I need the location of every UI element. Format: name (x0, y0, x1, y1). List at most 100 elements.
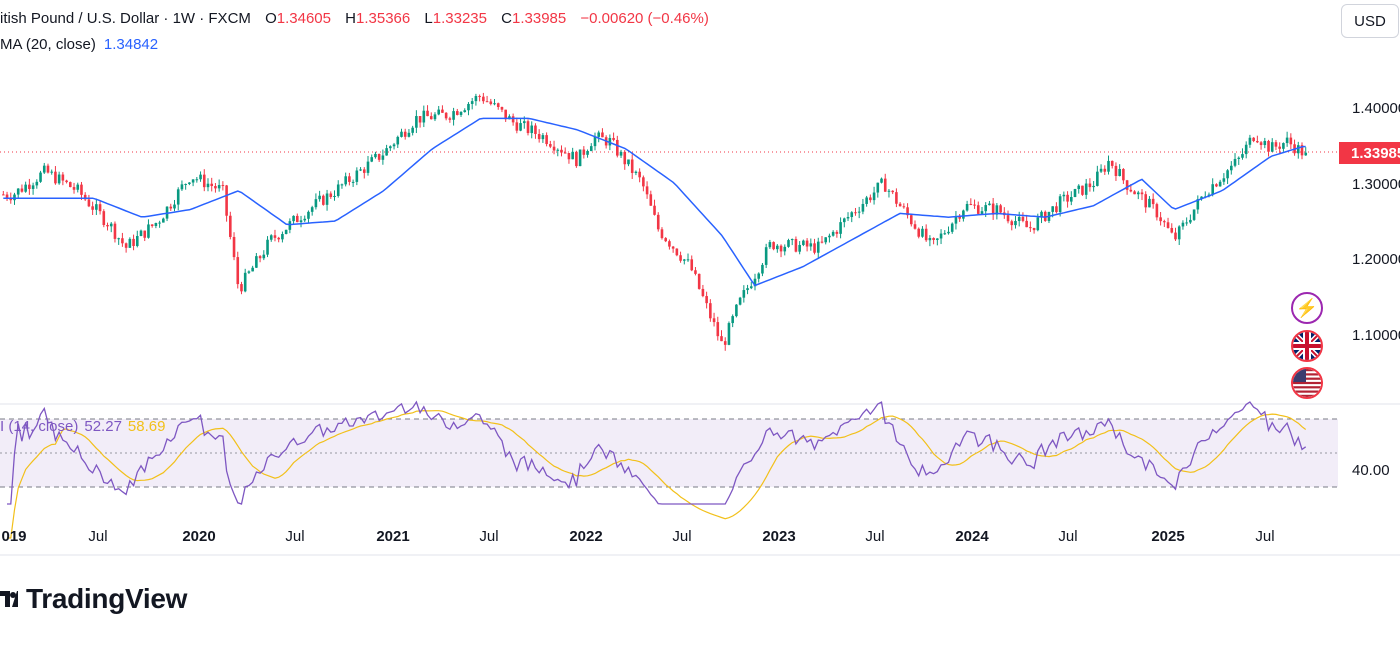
rsi-legend[interactable]: I (14, close) 52.27 58.69 (0, 418, 165, 435)
candle (1252, 137, 1255, 143)
candle (526, 119, 530, 136)
candle (779, 244, 783, 258)
candle (586, 149, 589, 158)
candle (738, 296, 742, 306)
candle (411, 125, 414, 136)
candle (102, 209, 106, 228)
candle (1181, 220, 1185, 230)
candle (519, 118, 522, 132)
candle (489, 98, 493, 106)
ma-legend[interactable]: MA (20, close) 1.34842 (0, 36, 158, 53)
candle (83, 192, 87, 202)
candle (392, 142, 396, 150)
candle (869, 194, 872, 203)
candle (374, 151, 377, 159)
candle (407, 129, 411, 138)
candle (645, 181, 649, 199)
rsi-line (7, 400, 1307, 505)
candle (303, 215, 307, 223)
time-axis-label: Jul (1255, 528, 1275, 545)
candle (1096, 165, 1099, 187)
candle (917, 227, 921, 239)
high-label: H (345, 10, 356, 27)
candle (1122, 168, 1125, 184)
candle (1055, 202, 1058, 214)
symbol-title[interactable]: itish Pound / U.S. Dollar · 1W · FXCM (0, 10, 251, 27)
candle (601, 128, 604, 138)
candle (225, 184, 228, 222)
candle (872, 186, 876, 205)
candle (485, 95, 489, 103)
candle (318, 190, 321, 202)
candle (552, 140, 556, 155)
candle (1148, 196, 1151, 208)
candle (61, 172, 65, 186)
candle (1092, 180, 1095, 192)
rsi-ma-line (7, 409, 1307, 539)
lightning-icon[interactable]: ⚡ (1291, 292, 1323, 324)
candle (1099, 164, 1103, 173)
candle (1107, 155, 1110, 175)
candle (381, 149, 385, 165)
candle (783, 244, 787, 256)
open-label: O (265, 10, 277, 27)
time-axis-label: 2021 (376, 528, 410, 545)
candle (500, 106, 504, 113)
candle (515, 117, 519, 134)
candle (188, 182, 191, 186)
candle (991, 197, 995, 220)
candle (787, 238, 790, 248)
candle (95, 198, 98, 216)
candle (1010, 219, 1014, 231)
candle (563, 147, 567, 154)
candle (202, 169, 206, 192)
candle (1189, 214, 1192, 224)
change-value: −0.00620 (−0.46%) (580, 10, 709, 27)
candle (839, 217, 842, 239)
candle (835, 230, 839, 238)
candle (444, 112, 448, 121)
candle (106, 222, 109, 231)
candle (269, 234, 273, 242)
uk-flag-icon[interactable] (1291, 330, 1323, 362)
us-flag-icon[interactable] (1291, 367, 1323, 399)
candle (1062, 191, 1066, 202)
candle (809, 238, 813, 251)
candle (292, 215, 295, 224)
rsi-ma-legend-value: 58.69 (127, 418, 166, 435)
currency-button[interactable]: USD (1341, 4, 1399, 38)
candle (348, 172, 351, 186)
tradingview-logo[interactable]: TradingView (0, 583, 187, 615)
candle (463, 108, 467, 113)
candle (400, 128, 403, 138)
candle (575, 150, 578, 168)
candle (537, 129, 541, 143)
candle (876, 182, 880, 198)
candle (895, 188, 898, 208)
candle (921, 226, 924, 238)
candle (664, 237, 667, 243)
candle (716, 316, 720, 341)
candle (578, 149, 582, 167)
candle (266, 236, 269, 258)
candle (1006, 210, 1010, 224)
candle (746, 284, 749, 295)
candle (1155, 202, 1159, 221)
candle (69, 181, 72, 188)
low-label: L (424, 10, 433, 27)
candle (288, 218, 292, 234)
candle (24, 181, 27, 193)
candle (452, 107, 455, 126)
candle (65, 179, 68, 184)
candle (973, 199, 976, 209)
candle (909, 213, 913, 227)
candle (1081, 185, 1084, 196)
candle (679, 251, 682, 263)
candle (1088, 178, 1092, 192)
candle (370, 154, 374, 163)
candle (686, 253, 690, 262)
candle (496, 102, 500, 110)
time-axis-label: 2020 (182, 528, 216, 545)
candle (1021, 212, 1025, 223)
